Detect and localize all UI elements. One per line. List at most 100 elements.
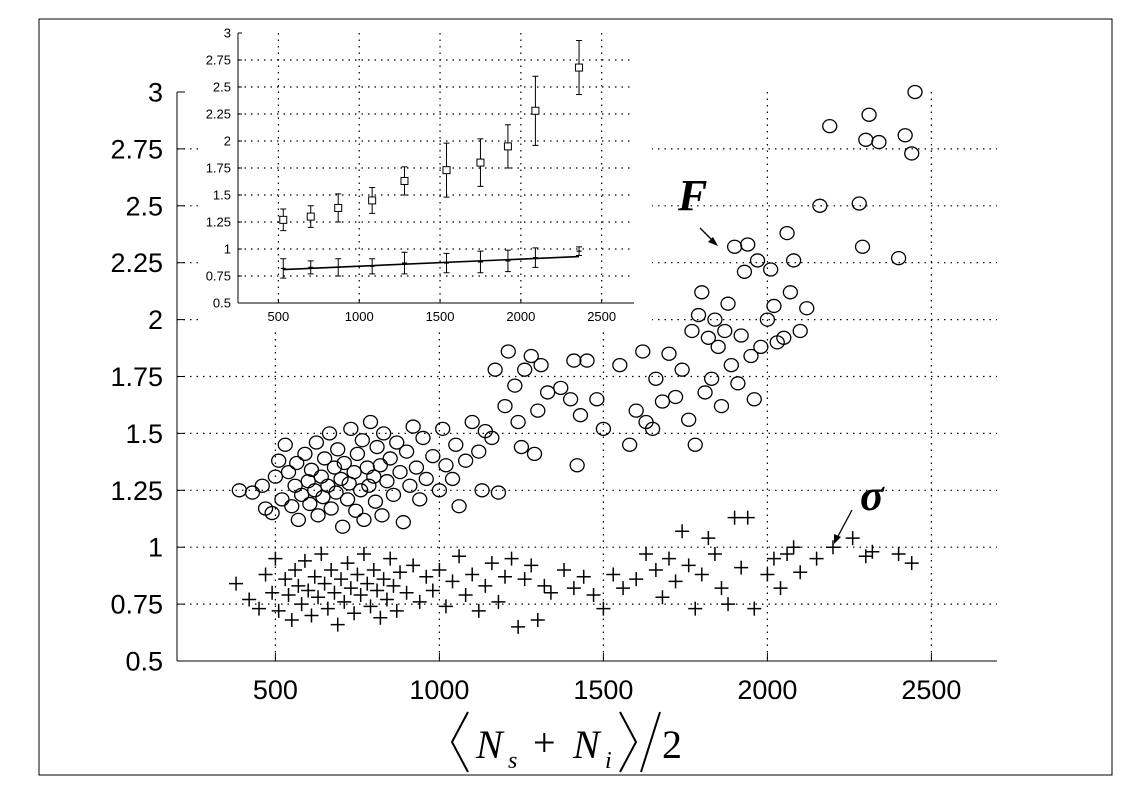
f-point [792, 323, 808, 339]
sigma-point [366, 562, 381, 577]
f-point [635, 344, 651, 359]
f-point [904, 146, 920, 161]
f-point [303, 462, 320, 477]
sigma-point [780, 547, 795, 562]
sigma-point [511, 619, 526, 634]
annotation-sigma: σ [834, 471, 885, 544]
sigma-point [297, 553, 312, 568]
x-tick-label: 1500 [426, 309, 455, 324]
f-point [513, 439, 530, 455]
f-point [694, 285, 710, 300]
sigma-point [747, 601, 762, 616]
y-tick-label: 0.75 [110, 590, 163, 620]
f-point [713, 398, 730, 414]
sigma-point [566, 581, 581, 596]
f-point [720, 296, 736, 311]
annotation-sigma-arrow [835, 509, 853, 541]
f-point [448, 437, 464, 452]
y-tick-label: 2.25 [110, 248, 163, 278]
main-x-axis-label: N s + N i 2 [450, 711, 682, 774]
f-point [289, 455, 305, 471]
f-point [330, 442, 346, 457]
f-point [500, 344, 516, 359]
f-point [412, 492, 428, 507]
f-point [339, 492, 356, 507]
x-label-two: 2 [662, 722, 682, 767]
sigma-point [655, 590, 670, 605]
sigma-point [721, 597, 736, 612]
f-mean-square [368, 196, 377, 205]
sigma-point [242, 592, 257, 607]
sigma-point [596, 601, 611, 616]
x-tick-label: 1500 [573, 675, 633, 705]
sigma-point [727, 510, 742, 525]
inset-x-tick-labels: 500 1000 1500 2000 2500 [268, 309, 617, 324]
sigma-point [465, 567, 480, 582]
f-mean-square [476, 158, 485, 167]
sigma-point [458, 587, 473, 602]
f-point [589, 392, 605, 407]
sigma-point [484, 556, 499, 571]
sigma-point [688, 601, 703, 616]
f-point [328, 485, 344, 500]
f-point [408, 460, 425, 475]
x-tick-label: 1000 [409, 675, 469, 705]
f-point [254, 478, 270, 493]
main-x-tick-labels: 500 1000 1500 2000 2500 [253, 675, 962, 705]
sigma-point [576, 569, 591, 584]
f-point [405, 419, 421, 434]
f-point [326, 460, 343, 475]
f-point [267, 469, 284, 484]
sigma-point [265, 585, 280, 600]
f-point [861, 107, 877, 122]
f-point [490, 485, 507, 500]
f-mean-square [279, 215, 288, 224]
f-point [667, 389, 684, 405]
sigma-point [324, 562, 339, 577]
sigma-point [376, 572, 391, 587]
y-tick-label: 2.5 [125, 191, 163, 221]
f-point [799, 301, 815, 316]
sigma-point [271, 603, 286, 618]
f-point [740, 237, 756, 252]
x-label-sub-s: s [508, 748, 517, 774]
y-tick-label: 2.5 [213, 80, 231, 95]
y-tick-label: 1.25 [206, 215, 231, 230]
x-tick-label: 500 [253, 675, 298, 705]
f-point [395, 515, 411, 530]
f-point [354, 433, 370, 448]
f-point [539, 385, 556, 400]
sigma-point [701, 531, 716, 546]
f-point [763, 262, 779, 277]
sigma-point [606, 567, 621, 582]
inset-background [200, 20, 652, 332]
f-point [684, 323, 700, 339]
f-point [776, 330, 792, 345]
f-point [766, 298, 782, 314]
y-tick-label: 1.5 [125, 419, 163, 449]
f-mean-square [575, 63, 584, 72]
y-tick-label: 0.5 [125, 646, 163, 676]
f-point [308, 435, 325, 450]
f-point [812, 198, 828, 213]
sigma-point [291, 578, 306, 593]
sigma-point [707, 547, 722, 562]
sigma-point [452, 549, 467, 564]
f-point [444, 471, 461, 487]
y-tick-label: 2.75 [110, 134, 163, 164]
f-point [487, 362, 503, 377]
sigma-point [412, 594, 427, 609]
sigma-point [498, 569, 512, 584]
y-tick-label: 3 [224, 26, 231, 41]
sigma-point [419, 569, 434, 584]
sigma-point [445, 574, 460, 589]
sigma-point [865, 544, 880, 559]
sigma-point [557, 562, 572, 577]
f-point [402, 478, 418, 493]
f-mean-square [334, 203, 343, 212]
sigma-point [438, 599, 453, 614]
f-point [379, 474, 395, 489]
sigma-point [760, 567, 775, 582]
sigma-point [307, 569, 322, 584]
